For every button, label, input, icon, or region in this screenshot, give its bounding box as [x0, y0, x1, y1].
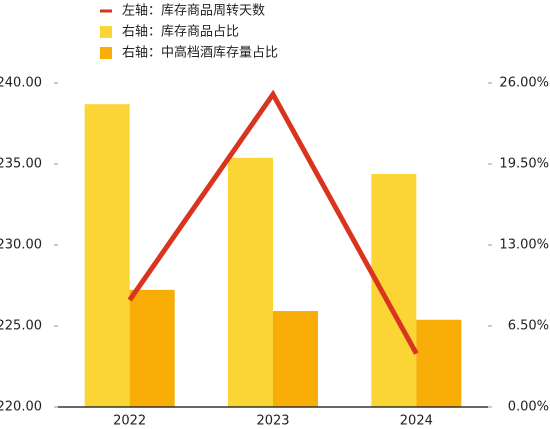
x-tick-label: 2022 [113, 414, 146, 429]
bar [84, 104, 130, 407]
y-tick-label: 235.00 [0, 157, 42, 172]
y2-tick-label: 26.00% [499, 76, 549, 91]
legend-swatch [100, 47, 112, 59]
bar [129, 289, 175, 407]
x-tick-label: 2024 [400, 414, 433, 429]
y-tick-label: 225.00 [0, 319, 42, 334]
bar [371, 173, 417, 407]
y2-tick-label: 6.50% [508, 319, 549, 334]
legend-label: 右轴：中高档酒库存量占比 [122, 45, 278, 61]
bar [228, 157, 273, 407]
legend-label: 左轴：库存商品周转天数 [122, 3, 265, 19]
y-tick-label: 230.00 [0, 238, 42, 253]
legend-swatch [100, 26, 112, 38]
y-tick-label: 240.00 [0, 76, 42, 91]
legend-label: 右轴：库存商品占比 [122, 24, 239, 40]
y-tick-label: 220.00 [0, 400, 42, 415]
x-tick-label: 2023 [256, 414, 289, 429]
bar [416, 319, 462, 407]
y2-tick-label: 0.00% [508, 400, 549, 415]
y2-tick-label: 13.00% [499, 238, 549, 253]
bar [273, 311, 318, 407]
y2-tick-label: 19.50% [499, 157, 549, 172]
line [127, 89, 419, 355]
